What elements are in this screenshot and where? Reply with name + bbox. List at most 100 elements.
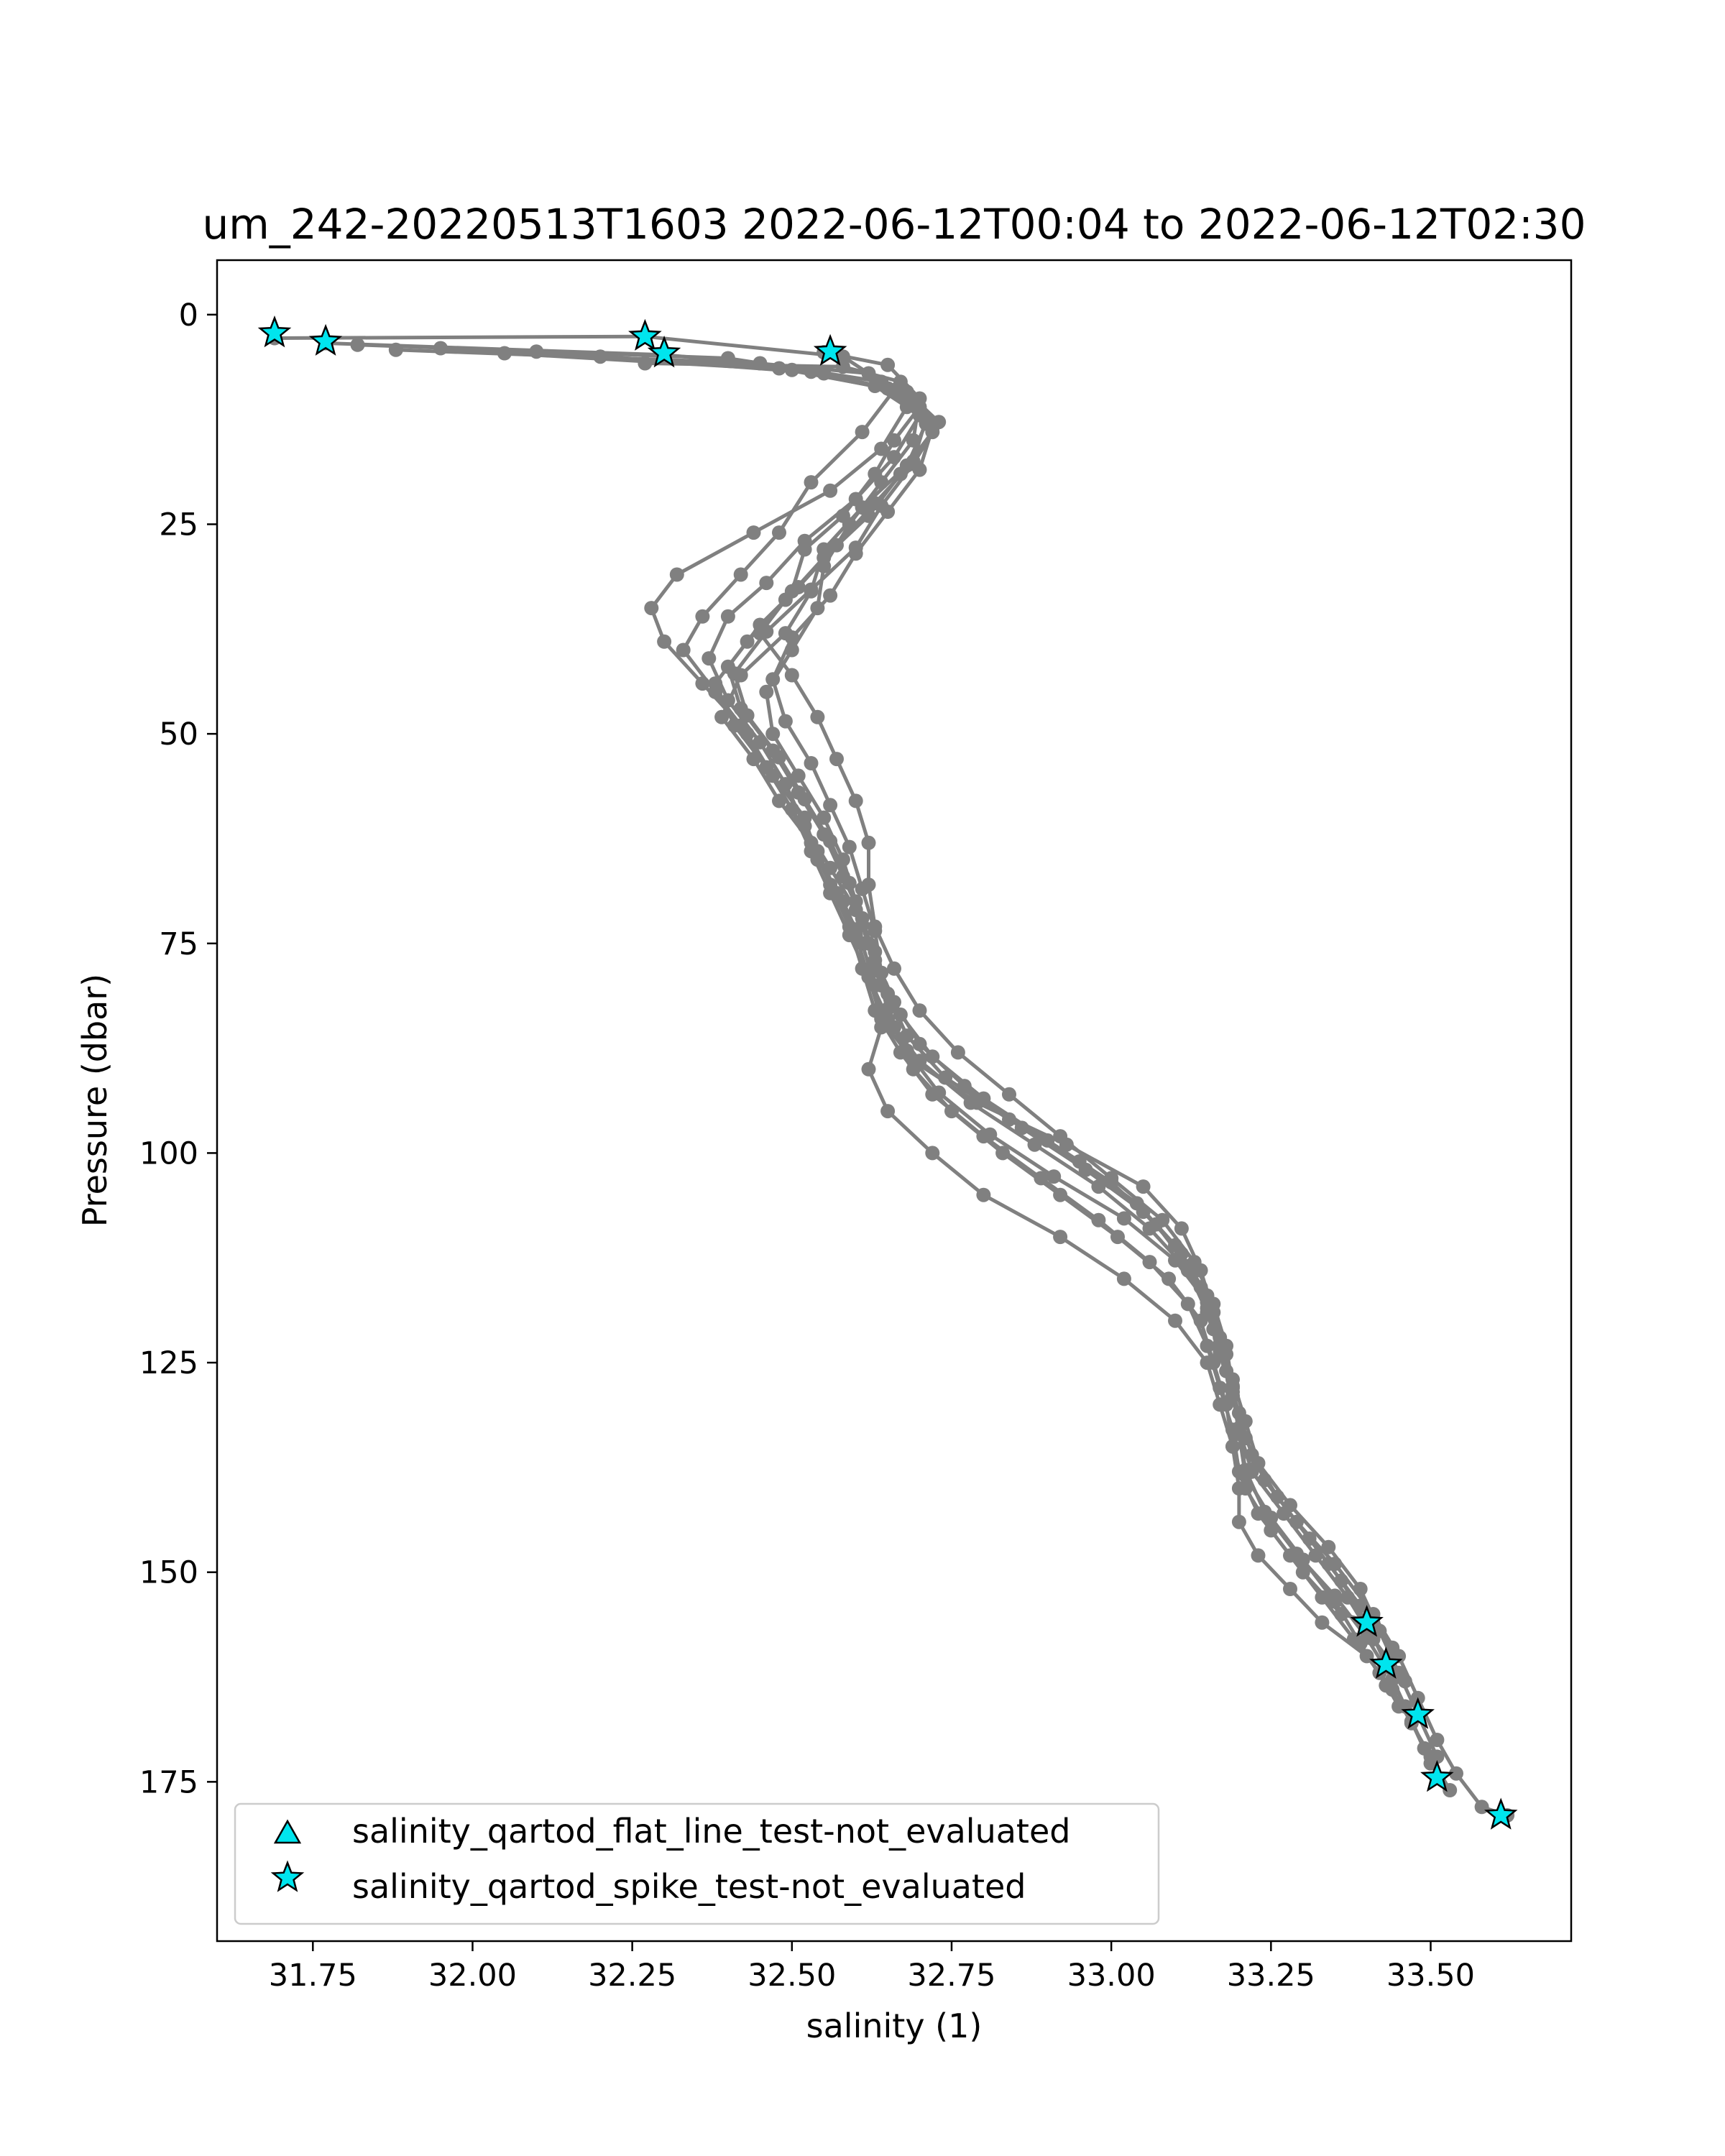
legend-label-spike-test: salinity_qartod_spike_test-not_evaluated: [352, 1867, 1026, 1906]
y-tick-label: 150: [139, 1555, 198, 1591]
profile-point: [727, 666, 742, 681]
profile-point: [1053, 1187, 1068, 1202]
profile-point: [720, 693, 735, 708]
profile-point: [1417, 1741, 1432, 1756]
profile-point: [1359, 1630, 1374, 1645]
profile-point: [765, 672, 781, 687]
profile-point: [1091, 1212, 1106, 1227]
profile-point: [899, 1044, 914, 1059]
profile-point: [970, 1095, 985, 1110]
profile-point: [804, 835, 819, 850]
profile-point: [855, 961, 870, 976]
profile-point: [529, 344, 544, 359]
profile-point: [676, 642, 691, 658]
profile-point: [1257, 1504, 1272, 1519]
profile-point: [759, 684, 774, 699]
profile-point: [861, 936, 876, 951]
profile-point: [912, 1003, 927, 1018]
profile-point: [983, 1127, 998, 1142]
profile-point: [810, 709, 825, 724]
profile-point: [1251, 1548, 1266, 1563]
profile-point: [842, 919, 857, 934]
profile-point: [1231, 1421, 1246, 1436]
profile-point: [1264, 1523, 1279, 1538]
profile-point: [740, 708, 755, 723]
profile-point: [1116, 1211, 1131, 1226]
profile-point: [1104, 1175, 1119, 1190]
profile-point: [899, 400, 914, 415]
profile-point: [816, 366, 832, 381]
profile-point: [950, 1045, 965, 1060]
profile-point: [861, 1061, 876, 1077]
profile-point: [816, 558, 832, 573]
x-tick-label: 31.75: [269, 1958, 357, 1994]
legend-box: [234, 1802, 1160, 1925]
profile-point: [1315, 1590, 1330, 1605]
profile-point: [1200, 1295, 1215, 1310]
profile-point: [791, 768, 806, 783]
profile-point: [868, 379, 883, 393]
profile-point: [925, 1049, 940, 1064]
profile-point: [778, 777, 793, 792]
profile-point: [702, 651, 717, 666]
profile-point: [1257, 1473, 1272, 1488]
x-tick-label: 32.25: [588, 1958, 676, 1994]
profile-point: [835, 852, 850, 867]
profile-points-layer: [267, 329, 1515, 1823]
profile-point: [1180, 1258, 1195, 1273]
profile-point: [746, 525, 761, 540]
spike-test-star-marker: [647, 336, 681, 368]
profile-point: [772, 525, 786, 540]
y-tick-label: 175: [139, 1764, 198, 1800]
legend-star-marker: [270, 1860, 305, 1892]
profile-point: [906, 1061, 921, 1077]
profile-point: [1168, 1313, 1182, 1328]
y-tick-label: 100: [139, 1135, 198, 1171]
profile-point: [823, 877, 838, 893]
profile-point: [848, 540, 863, 556]
plot-area-frame: [216, 259, 1573, 1943]
profile-point: [593, 349, 608, 364]
profile-point: [714, 709, 730, 724]
profile-point: [1059, 1137, 1074, 1152]
profile-point: [1328, 1588, 1343, 1603]
profile-point: [829, 538, 844, 553]
profile-point: [497, 346, 512, 361]
profile-point: [1002, 1087, 1016, 1102]
spike-test-star-marker: [1420, 1760, 1454, 1792]
profile-point: [1110, 1230, 1125, 1245]
profile-point: [759, 760, 774, 775]
profile-point: [829, 752, 844, 767]
profile-point: [816, 810, 832, 825]
profile-point: [912, 391, 927, 406]
x-tick-label: 32.75: [907, 1958, 995, 1994]
profile-point: [733, 567, 748, 582]
profile-point: [1397, 1674, 1412, 1689]
x-axis-label: salinity (1): [806, 2007, 983, 2045]
profile-point: [932, 415, 947, 430]
spike-test-star-marker: [1350, 1605, 1384, 1637]
profile-point: [1200, 1338, 1215, 1353]
spike-test-star-marker: [628, 318, 662, 351]
profile-point: [855, 425, 870, 440]
profile-point: [746, 752, 761, 767]
profile-point: [1027, 1137, 1042, 1152]
profile-point: [1443, 1783, 1458, 1797]
profile-point: [1174, 1221, 1189, 1236]
profile-point: [887, 961, 901, 976]
y-tick-label: 75: [159, 926, 198, 962]
profile-point: [823, 860, 838, 875]
profile-point: [1193, 1313, 1208, 1328]
y-tick-label: 25: [159, 507, 198, 543]
profile-point: [1225, 1378, 1240, 1393]
profile-point: [874, 498, 889, 513]
profile-point: [1206, 1355, 1221, 1370]
profile-point: [727, 718, 742, 733]
profile-point: [695, 676, 710, 691]
profile-point: [433, 341, 448, 356]
profile-point: [1078, 1162, 1093, 1177]
profile-point: [938, 1070, 953, 1085]
profile-point: [899, 1028, 914, 1044]
y-axis-ticks: 0 25 50 75 100 125 150 175: [139, 298, 217, 1800]
spike-test-star-marker: [1401, 1697, 1435, 1729]
